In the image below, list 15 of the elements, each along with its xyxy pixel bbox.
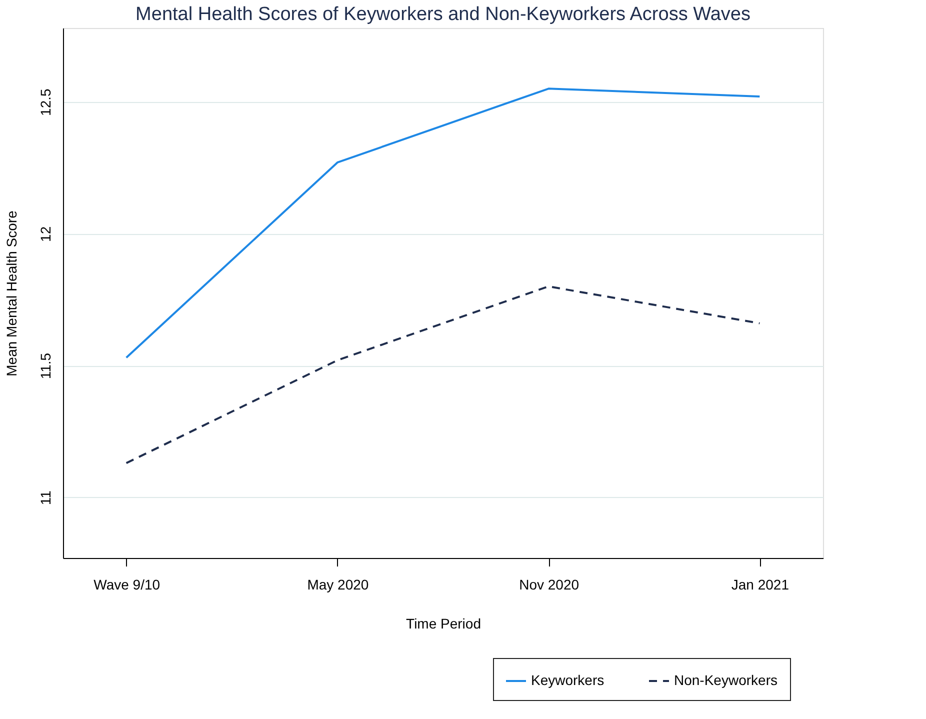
line-series <box>125 88 761 359</box>
legend-label: Non-Keyworkers <box>674 672 778 688</box>
y-tick-label: 11 <box>38 490 54 506</box>
line-series <box>125 285 761 464</box>
x-axis-title: Time Period <box>406 616 481 632</box>
y-axis-title: Mean Mental Health Score <box>4 210 20 376</box>
x-tick-label: Nov 2020 <box>519 576 580 592</box>
chart-title: Mental Health Scores of Keyworkers and Non-Keyworkers Across Waves <box>136 4 750 25</box>
x-tick-label: Wave 9/10 <box>94 576 160 592</box>
y-tick-label: 11.5 <box>38 352 54 380</box>
x-tick-label: May 2020 <box>307 576 369 592</box>
y-tick-label: 12.5 <box>38 88 54 116</box>
x-tick-label: Jan 2021 <box>731 576 790 592</box>
y-tick-label: 12 <box>38 226 54 242</box>
legend-label: Keyworkers <box>531 672 604 688</box>
